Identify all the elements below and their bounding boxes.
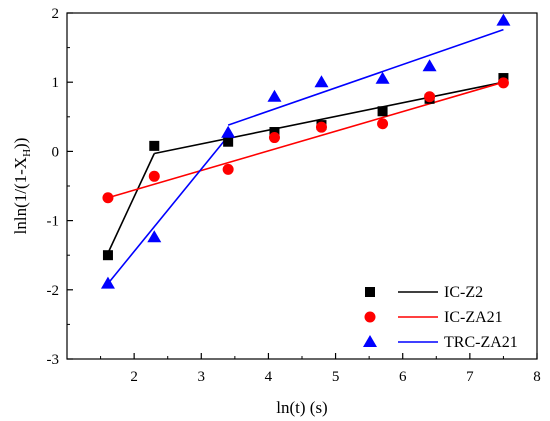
fit-line-trc-za21-1 <box>107 135 229 285</box>
point-trc-za21-7 <box>422 59 437 72</box>
y-tick-label: 2 <box>52 6 60 22</box>
y-tick-label: -3 <box>47 352 60 368</box>
point-ic-z2-4 <box>269 127 280 138</box>
point-trc-za21-3 <box>221 125 236 138</box>
x-tick-label: 5 <box>332 369 340 385</box>
plot-frame <box>66 12 538 360</box>
point-ic-za21-8 <box>497 77 509 89</box>
y-axis-title-main: lnln(1/(1-X <box>11 157 30 234</box>
legend-label-trc-za21: TRC-ZA21 <box>444 334 518 351</box>
x-tick-label: 6 <box>399 369 407 385</box>
x-tick-label: 2 <box>130 369 138 385</box>
data-points-layer <box>100 13 511 289</box>
point-trc-za21-1 <box>100 276 115 289</box>
legend-marker-ic-za21 <box>364 311 376 323</box>
legend-marker-ic-z2 <box>365 287 375 297</box>
legend-label-ic-z2: IC-Z2 <box>444 284 483 301</box>
x-tick-label: 7 <box>466 369 474 385</box>
point-ic-za21-7 <box>424 91 436 103</box>
point-ic-za21-2 <box>148 170 160 182</box>
point-trc-za21-5 <box>314 75 329 88</box>
point-ic-z2-2 <box>149 140 160 151</box>
fit-line-ic-za21-1 <box>107 81 504 199</box>
axis-tick-labels: 2 3 4 5 6 7 8 -3 -2 -1 0 1 2 <box>47 6 541 385</box>
legend: IC-Z2 IC-ZA21 TRC-ZA21 <box>363 284 518 351</box>
x-axis-title: ln(t) (s) <box>276 398 327 417</box>
point-trc-za21-8 <box>496 13 511 26</box>
point-ic-z2-3 <box>223 136 234 147</box>
point-ic-z2-1 <box>102 250 113 261</box>
x-tick-label: 4 <box>265 369 273 385</box>
point-trc-za21-6 <box>375 71 390 84</box>
point-ic-za21-1 <box>102 192 114 204</box>
point-ic-z2-6 <box>377 106 388 117</box>
fit-line-ic-z2-2 <box>154 81 504 155</box>
fit-line-ic-z2-1 <box>107 153 156 254</box>
y-tick-label: -1 <box>47 214 60 230</box>
y-axis-title: lnln(1/(1-XH)) <box>11 138 33 235</box>
legend-label-ic-za21: IC-ZA21 <box>444 309 503 326</box>
point-trc-za21-2 <box>147 230 162 243</box>
point-ic-za21-6 <box>377 118 389 130</box>
fit-line-trc-za21-2 <box>227 28 504 126</box>
y-axis-title-subscript: H <box>21 149 33 157</box>
y-tick-label: 0 <box>52 144 60 160</box>
y-axis-title-end: )) <box>11 138 30 149</box>
fit-lines-layer <box>107 28 504 285</box>
axis-ticks <box>67 12 538 360</box>
point-ic-za21-3 <box>222 163 234 175</box>
y-tick-label: -2 <box>47 283 60 299</box>
x-tick-label: 8 <box>533 369 541 385</box>
point-ic-za21-5 <box>315 121 327 133</box>
x-tick-label: 3 <box>198 369 206 385</box>
point-ic-za21-4 <box>268 132 280 144</box>
point-trc-za21-4 <box>267 89 282 102</box>
legend-marker-trc-za21 <box>363 335 377 347</box>
y-tick-label: 1 <box>52 75 60 91</box>
